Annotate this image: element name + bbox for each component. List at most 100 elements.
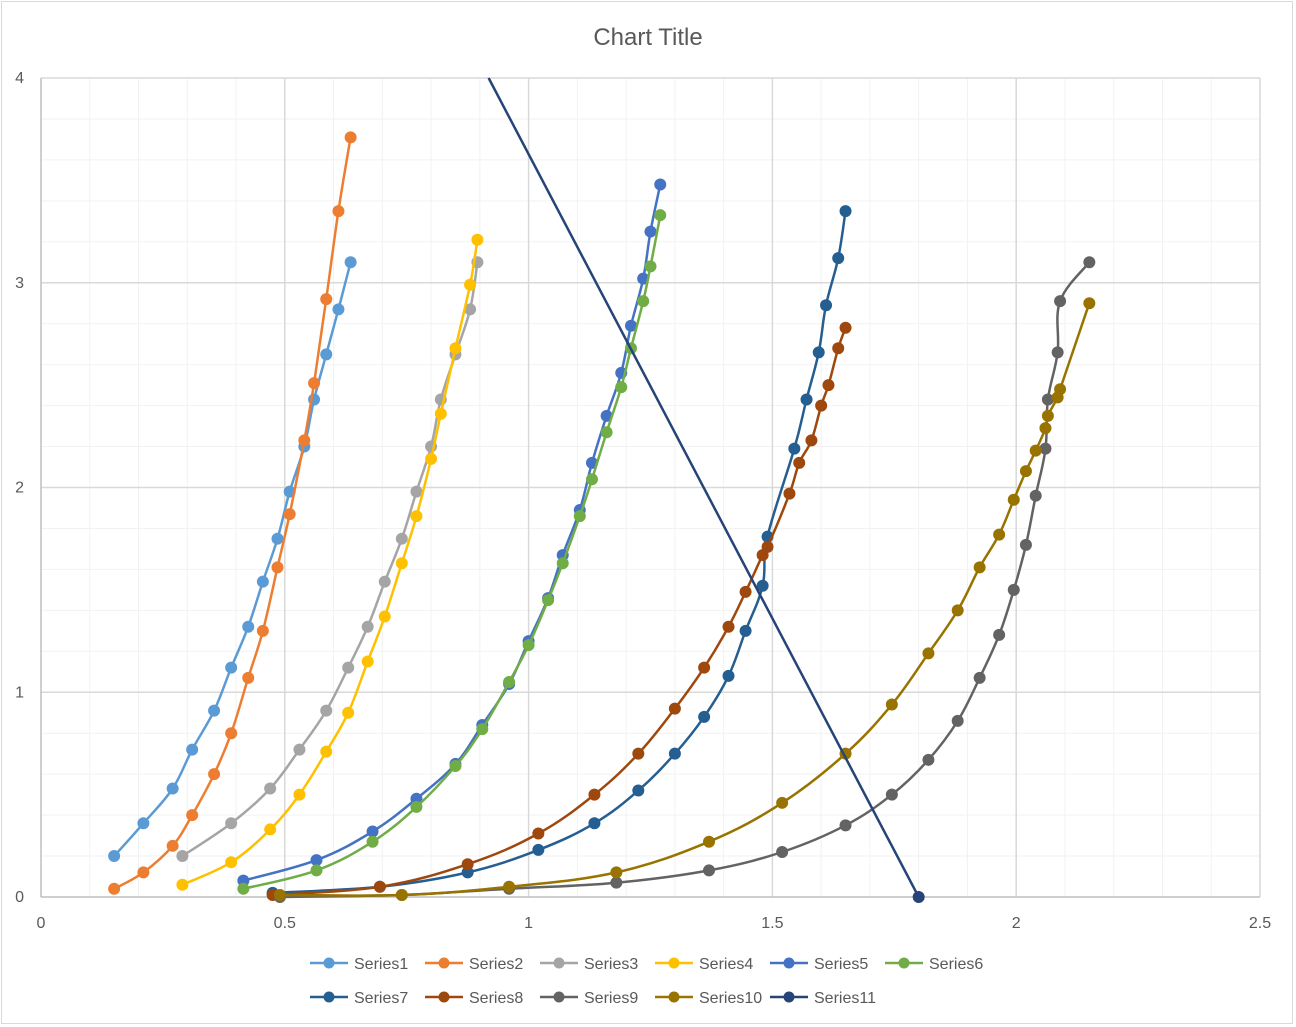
legend-marker	[783, 957, 795, 969]
data-point	[698, 710, 711, 723]
legend-marker	[668, 957, 680, 969]
data-point	[208, 704, 221, 717]
data-point	[615, 381, 628, 394]
y-tick-label: 3	[15, 275, 24, 292]
y-tick-labels: 0 1 2 3 4	[15, 70, 24, 906]
data-point	[839, 819, 852, 832]
data-point	[1054, 383, 1067, 396]
legend-label: Series1	[354, 956, 408, 973]
data-point	[1007, 493, 1020, 506]
series-8	[266, 321, 852, 901]
data-point	[585, 473, 598, 486]
legend-item: Series2	[425, 956, 523, 973]
data-point	[503, 880, 516, 893]
data-point	[332, 205, 345, 218]
data-point	[1041, 393, 1054, 406]
data-point	[668, 747, 681, 760]
data-point	[271, 532, 284, 545]
plot-area	[108, 77, 1096, 903]
axes	[40, 78, 1260, 898]
data-point	[108, 882, 121, 895]
series-line	[243, 184, 662, 882]
legend-marker	[438, 991, 450, 1003]
data-point	[395, 888, 408, 901]
data-point	[344, 131, 357, 144]
data-point	[1039, 422, 1052, 435]
data-point	[805, 434, 818, 447]
data-point	[1041, 409, 1054, 422]
data-point	[425, 452, 438, 465]
data-point	[293, 743, 306, 756]
data-point	[1019, 465, 1032, 478]
data-point	[464, 278, 477, 291]
x-tick-label: 0.5	[274, 915, 296, 932]
legend-marker	[553, 991, 565, 1003]
data-point	[532, 843, 545, 856]
data-point	[600, 426, 613, 439]
data-point	[993, 628, 1006, 641]
legend-label: Series11	[814, 990, 876, 1007]
data-point	[793, 456, 806, 469]
data-point	[832, 252, 845, 265]
data-point	[800, 393, 813, 406]
legend-item: Series9	[540, 990, 638, 1007]
data-point	[361, 620, 374, 633]
data-point	[1039, 442, 1052, 455]
data-point	[776, 845, 789, 858]
data-point	[885, 788, 898, 801]
data-point	[308, 377, 321, 390]
series-6	[237, 209, 667, 895]
legend-label: Series2	[469, 956, 523, 973]
series-line	[272, 327, 847, 897]
data-point	[654, 178, 667, 191]
data-point	[283, 508, 296, 521]
data-point	[722, 620, 735, 633]
series-10	[273, 297, 1096, 901]
data-point	[225, 817, 238, 830]
legend-label: Series4	[699, 956, 753, 973]
data-point	[378, 575, 391, 588]
data-point	[256, 624, 269, 637]
series-2	[108, 131, 357, 895]
legend-marker	[438, 957, 450, 969]
legend-item: Series11	[770, 990, 876, 1007]
series-4	[176, 233, 484, 891]
data-point	[637, 295, 650, 308]
data-point	[522, 639, 535, 652]
series-line	[113, 261, 352, 857]
x-tick-label: 2.5	[1249, 915, 1271, 932]
data-point	[922, 753, 935, 766]
data-point	[922, 647, 935, 660]
data-point	[256, 575, 269, 588]
data-point	[668, 702, 681, 715]
data-point	[264, 823, 277, 836]
data-point	[208, 768, 221, 781]
data-point	[993, 528, 1006, 541]
data-point	[973, 561, 986, 574]
data-point	[264, 782, 277, 795]
data-point	[237, 882, 250, 895]
data-point	[373, 880, 386, 893]
legend-label: Series8	[469, 990, 523, 1007]
data-point	[739, 624, 752, 637]
data-point	[176, 850, 189, 863]
data-point	[298, 434, 311, 447]
legend-marker	[323, 957, 335, 969]
data-point	[410, 485, 423, 498]
data-point	[698, 661, 711, 674]
legend: Series1 Series2 Series3 Series4 Series5 Serie…	[310, 956, 983, 1007]
data-point	[342, 706, 355, 719]
data-point	[503, 676, 516, 689]
data-point	[820, 299, 833, 312]
data-point	[449, 759, 462, 772]
legend-label: Series5	[814, 956, 868, 973]
data-point	[610, 866, 623, 879]
legend-marker	[898, 957, 910, 969]
data-point	[839, 205, 852, 218]
data-point	[410, 800, 423, 813]
data-point	[532, 827, 545, 840]
data-point	[832, 342, 845, 355]
data-point	[761, 540, 774, 553]
data-point	[1029, 489, 1042, 502]
